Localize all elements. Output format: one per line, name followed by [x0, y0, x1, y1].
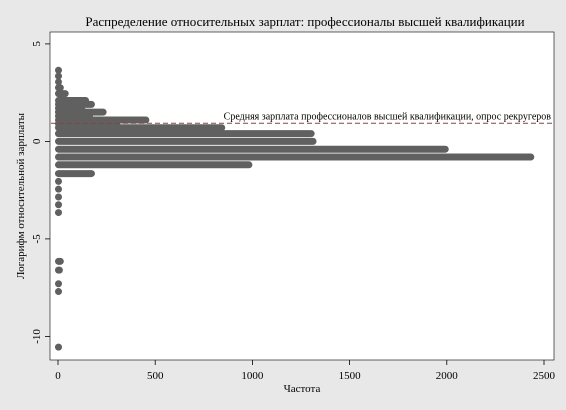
x-tick-label: 2500 [533, 370, 556, 382]
x-tick-label: 2000 [436, 370, 459, 382]
x-tick-label: 0 [55, 370, 61, 382]
reference-line-label: Средняя зарплата профессионалов высшей к… [224, 111, 552, 122]
bar-13 [55, 130, 315, 138]
chart-title: Распределение относительных зарплат: про… [85, 14, 524, 29]
x-tick-label: 1500 [339, 370, 362, 382]
bar-20 [55, 185, 62, 193]
bar-16 [55, 153, 535, 161]
bar-14 [55, 137, 317, 145]
y-tick-label: -10 [31, 329, 43, 344]
y-tick-label: -5 [31, 234, 43, 244]
y-axis-label: Логарифм относительной зарплаты [15, 112, 27, 279]
bar-17 [55, 161, 253, 169]
bar-2 [55, 78, 62, 86]
y-axis: 5 0 -5 -10 [31, 41, 50, 344]
bar-0 [55, 66, 62, 74]
bar-4 [55, 90, 69, 98]
x-axis-label: Частота [284, 383, 321, 395]
bar-27 [55, 288, 62, 296]
bar-12 [55, 124, 226, 132]
x-axis: 0 500 1000 1500 2000 2500 [55, 360, 556, 382]
bar-19 [55, 177, 62, 185]
bar-18 [55, 170, 95, 178]
plot-area [49, 31, 555, 361]
bar-24 [55, 257, 64, 265]
bar-3 [55, 84, 64, 92]
bar-25 [55, 266, 63, 274]
bar-1 [55, 72, 62, 80]
x-tick-label: 500 [147, 370, 164, 382]
bar-28 [55, 343, 62, 351]
bar-21 [55, 193, 62, 201]
bar-23 [55, 209, 62, 217]
bar-26 [55, 280, 62, 288]
y-tick-label: 0 [31, 138, 43, 144]
y-tick-label: 5 [31, 41, 43, 47]
bar-series [55, 66, 535, 351]
bar-15 [55, 145, 449, 153]
bar-22 [55, 201, 62, 209]
x-tick-label: 1000 [241, 370, 264, 382]
